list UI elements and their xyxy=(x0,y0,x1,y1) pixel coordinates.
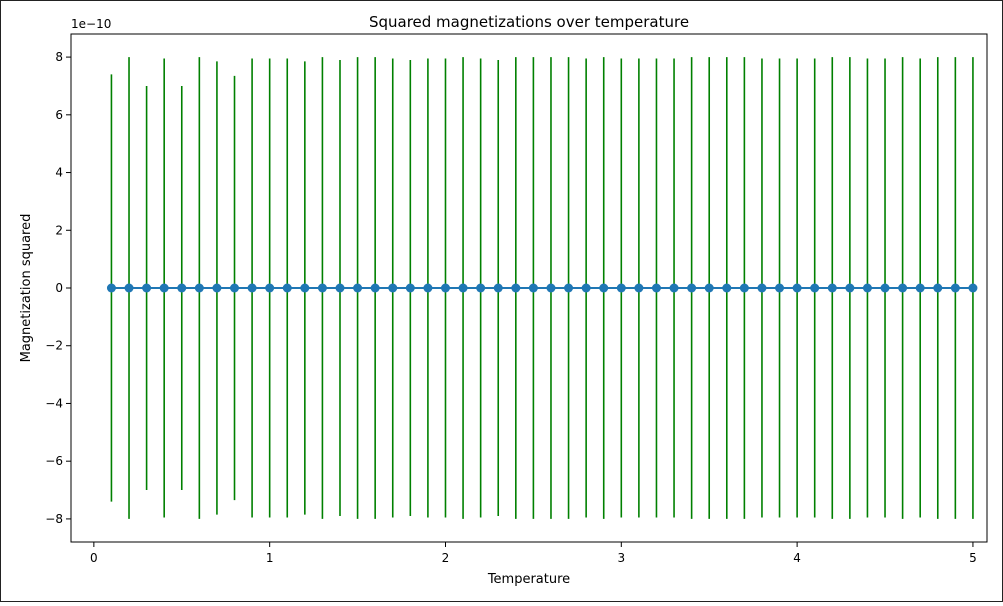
data-point xyxy=(827,283,837,293)
x-axis-ticks: 0 1 2 3 4 5 xyxy=(90,542,977,565)
data-point xyxy=(950,283,960,293)
data-point xyxy=(722,283,732,293)
data-point xyxy=(194,283,204,293)
data-point xyxy=(300,283,310,293)
data-point xyxy=(968,283,978,293)
data-point xyxy=(317,283,327,293)
data-point xyxy=(898,283,908,293)
y-tick-label: −2 xyxy=(45,339,63,353)
y-axis-label: Magnetization squared xyxy=(19,214,34,363)
x-tick-label: 5 xyxy=(969,551,977,565)
data-point xyxy=(159,283,169,293)
data-point xyxy=(212,283,222,293)
data-point xyxy=(511,283,521,293)
data-point xyxy=(581,283,591,293)
x-tick-label: 3 xyxy=(617,551,625,565)
data-point xyxy=(634,283,644,293)
data-point xyxy=(177,283,187,293)
data-point xyxy=(933,283,943,293)
y-tick-label: 8 xyxy=(55,50,63,64)
data-point xyxy=(476,283,486,293)
data-point xyxy=(124,283,134,293)
data-point xyxy=(370,283,380,293)
data-point xyxy=(528,283,538,293)
data-point xyxy=(810,283,820,293)
data-point xyxy=(862,283,872,293)
y-tick-label: 0 xyxy=(55,281,63,295)
data-point xyxy=(265,283,275,293)
y-tick-label: 4 xyxy=(55,166,63,180)
chart-title: Squared magnetizations over temperature xyxy=(369,13,689,31)
data-point xyxy=(546,283,556,293)
data-point xyxy=(792,283,802,293)
y-tick-label: −8 xyxy=(45,512,63,526)
y-axis-ticks: −8 −6 −4 −2 0 2 4 6 8 xyxy=(45,50,71,526)
data-point xyxy=(616,283,626,293)
x-axis-label: Temperature xyxy=(487,572,570,587)
data-point xyxy=(388,283,398,293)
data-point xyxy=(687,283,697,293)
data-point xyxy=(845,283,855,293)
data-point xyxy=(564,283,574,293)
data-point xyxy=(230,283,240,293)
data-point xyxy=(353,283,363,293)
y-tick-label: 6 xyxy=(55,108,63,122)
y-tick-label: 2 xyxy=(55,223,63,237)
x-tick-label: 2 xyxy=(442,551,450,565)
data-point xyxy=(106,283,116,293)
data-point xyxy=(423,283,433,293)
data-point xyxy=(651,283,661,293)
data-point xyxy=(335,283,345,293)
data-point xyxy=(704,283,714,293)
data-point xyxy=(739,283,749,293)
y-tick-label: −4 xyxy=(45,396,63,410)
data-point xyxy=(599,283,609,293)
data-point xyxy=(282,283,292,293)
data-point xyxy=(405,283,415,293)
x-tick-label: 1 xyxy=(266,551,274,565)
data-point xyxy=(247,283,257,293)
data-point xyxy=(880,283,890,293)
data-point xyxy=(493,283,503,293)
y-tick-label: −6 xyxy=(45,454,63,468)
data-point xyxy=(458,283,468,293)
data-point xyxy=(440,283,450,293)
x-tick-label: 0 xyxy=(90,551,98,565)
y-axis-offset-text: 1e−10 xyxy=(71,17,111,31)
data-point xyxy=(915,283,925,293)
data-point xyxy=(669,283,679,293)
x-tick-label: 4 xyxy=(793,551,801,565)
data-point xyxy=(775,283,785,293)
data-points-group xyxy=(106,283,978,293)
data-point xyxy=(142,283,152,293)
data-point xyxy=(757,283,767,293)
